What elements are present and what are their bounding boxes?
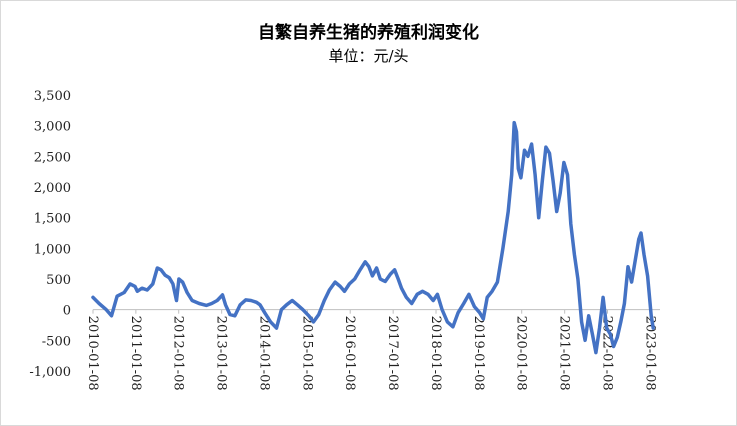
x-tick-label: 2012-01-08 [171, 316, 186, 391]
y-tick-label: -1,000 [29, 365, 71, 380]
y-tick-label: 1,000 [34, 242, 71, 257]
x-tick-label: 2014-01-08 [257, 316, 272, 391]
chart-title: 自繁自养生猪的养殖利润变化 [258, 23, 479, 43]
x-tick-label: 2023-01-08 [642, 316, 657, 391]
y-tick-label: 3,500 [34, 89, 71, 104]
y-tick-label: 2,000 [34, 181, 71, 196]
chart-subtitle: 单位：元/头 [328, 47, 409, 65]
y-tick-label: 3,000 [34, 120, 71, 135]
y-tick-label: 1,500 [34, 212, 71, 227]
x-tick-label: 2013-01-08 [214, 316, 229, 391]
x-tick-label: 2021-01-08 [557, 316, 572, 391]
x-tick-label: 2019-01-08 [471, 316, 486, 391]
x-tick-label: 2017-01-08 [385, 316, 400, 391]
x-tick-label: 2011-01-08 [128, 316, 143, 391]
y-tick-label: 2,500 [34, 150, 71, 165]
y-tick-label: 500 [46, 273, 71, 288]
x-axis-ticks: 2010-01-08 2011-01-08 2012-01-08 2013-01-08… [85, 309, 657, 391]
y-tick-label: -500 [42, 334, 71, 349]
x-tick-label: 2010-01-08 [85, 316, 100, 391]
x-tick-label: 2020-01-08 [514, 316, 529, 391]
x-tick-label: 2015-01-08 [299, 316, 314, 391]
y-tick-label: 0 [63, 304, 71, 319]
series-group [91, 120, 655, 355]
series-line [91, 120, 655, 355]
x-tick-label: 2018-01-08 [428, 316, 443, 391]
x-tick-label: 2016-01-08 [342, 316, 357, 391]
y-axis-ticks: 3,500 3,000 2,500 2,000 1,500 1,000 500 0 -500 -1… [29, 89, 71, 380]
